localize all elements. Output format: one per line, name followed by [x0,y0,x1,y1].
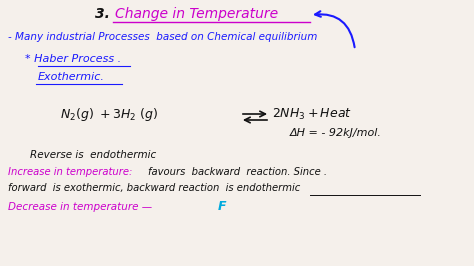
Text: Change in Temperature: Change in Temperature [115,7,278,21]
Text: $2NH_3 + Heat$: $2NH_3 + Heat$ [272,107,352,122]
Text: * Haber Process .: * Haber Process . [25,54,121,64]
Text: - Many industrial Processes  based on Chemical equilibrium: - Many industrial Processes based on Che… [8,32,318,42]
Text: F: F [218,200,227,213]
Text: favours  backward  reaction. Since .: favours backward reaction. Since . [148,167,327,177]
Text: forward  is exothermic, backward reaction  is endothermic: forward is exothermic, backward reaction… [8,183,300,193]
Text: 3.: 3. [95,7,110,21]
Text: Decrease in temperature —: Decrease in temperature — [8,202,152,212]
Text: $N_2(g)\ +3H_2\ (g)$: $N_2(g)\ +3H_2\ (g)$ [60,106,158,123]
Text: Reverse is  endothermic: Reverse is endothermic [30,150,156,160]
Text: ΔH = - 92kJ/mol.: ΔH = - 92kJ/mol. [290,128,382,138]
Text: Increase in temperature:: Increase in temperature: [8,167,132,177]
Text: Exothermic.: Exothermic. [38,72,105,82]
